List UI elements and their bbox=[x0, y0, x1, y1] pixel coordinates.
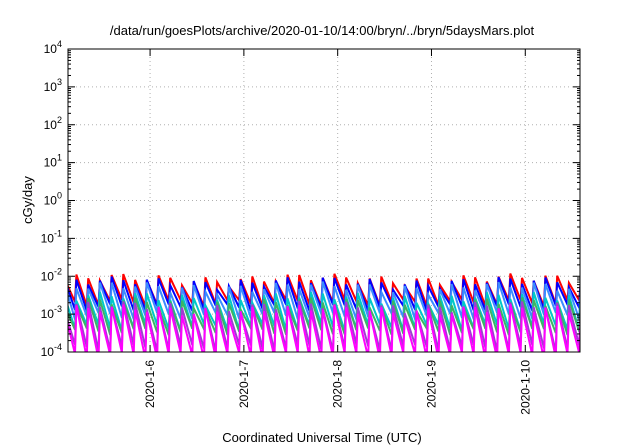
series-line bbox=[68, 297, 580, 336]
x-axis-label: Coordinated Universal Time (UTC) bbox=[222, 430, 421, 445]
y-tick-label: 102 bbox=[44, 115, 62, 132]
y-tick-label: 10-3 bbox=[41, 304, 62, 321]
y-tick-label: 10-1 bbox=[41, 228, 62, 245]
y-tick-label: 103 bbox=[44, 77, 62, 94]
y-axis-label: cGy/day bbox=[20, 176, 35, 224]
y-tick-label: 100 bbox=[44, 191, 62, 208]
x-tick-label: 2020-1-9 bbox=[424, 360, 438, 408]
series-line bbox=[68, 281, 580, 320]
series-line bbox=[68, 304, 580, 352]
y-tick-label: 101 bbox=[44, 153, 62, 170]
x-tick-label: 2020-1-6 bbox=[143, 360, 157, 408]
series-line bbox=[68, 276, 580, 312]
y-axis-ticks: 10-4 10-3 10-2 10-1 100 101 102 103 104 bbox=[41, 39, 580, 359]
x-tick-label: 2020-1-7 bbox=[237, 360, 251, 408]
y-tick-label: 104 bbox=[44, 39, 62, 56]
x-tick-label: 2020-1-10 bbox=[518, 360, 532, 415]
x-tick-label: 2020-1-8 bbox=[331, 360, 345, 408]
y-tick-label: 10-2 bbox=[41, 266, 62, 283]
chart-title: /data/run/goesPlots/archive/2020-01-10/1… bbox=[110, 23, 535, 38]
y-tick-label: 10-4 bbox=[41, 342, 62, 359]
series-line bbox=[68, 291, 580, 332]
x-axis-ticks: 2020-1-6 2020-1-7 2020-1-8 2020-1-9 2020-1-1… bbox=[143, 49, 532, 415]
series-group bbox=[68, 273, 580, 352]
